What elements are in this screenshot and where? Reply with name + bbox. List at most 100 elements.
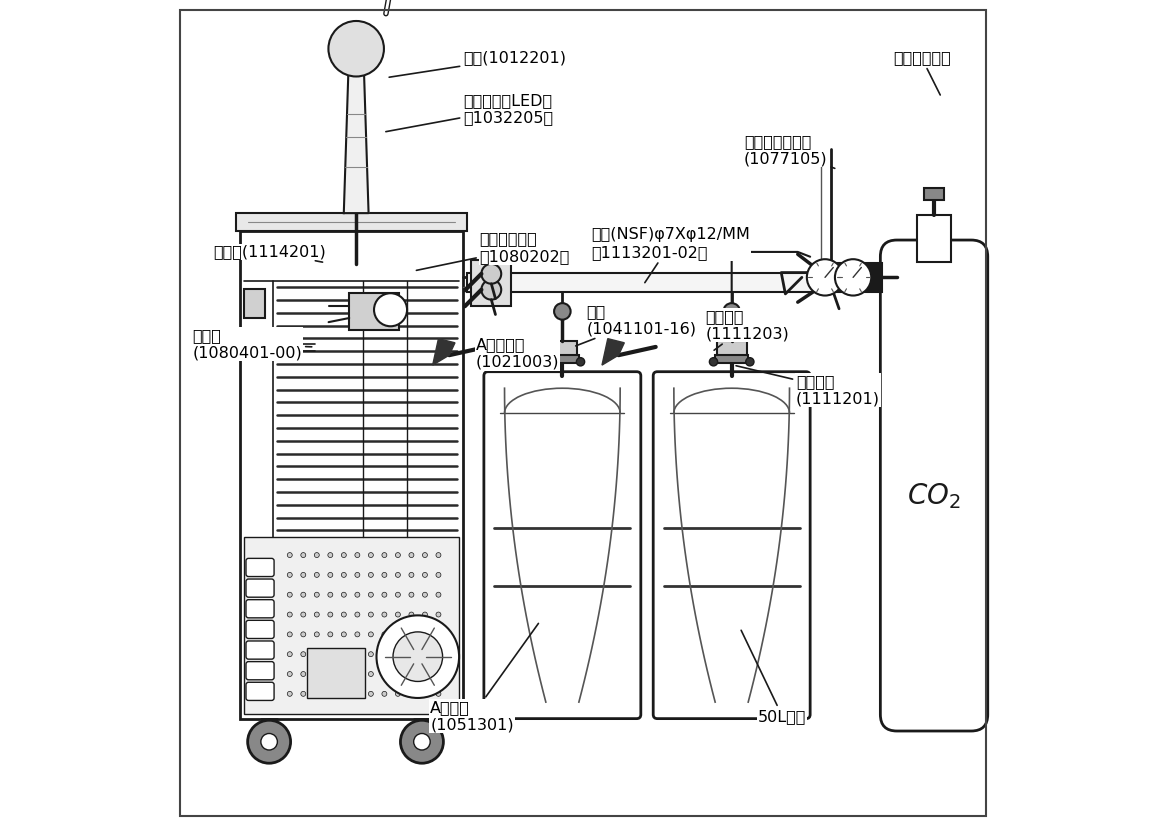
Circle shape — [354, 553, 360, 558]
Circle shape — [409, 632, 414, 637]
Bar — [240, 231, 463, 719]
Text: 二氧化碳气瓶: 二氧化碳气瓶 — [893, 50, 950, 95]
Circle shape — [247, 720, 290, 763]
Circle shape — [422, 553, 428, 558]
Circle shape — [328, 632, 332, 637]
Circle shape — [709, 358, 717, 366]
Circle shape — [301, 672, 305, 676]
Bar — [822, 263, 881, 292]
Circle shape — [301, 612, 305, 617]
Circle shape — [315, 553, 319, 558]
Circle shape — [540, 358, 548, 366]
Circle shape — [436, 632, 441, 637]
FancyBboxPatch shape — [484, 372, 641, 719]
Polygon shape — [433, 339, 455, 365]
Bar — [307, 648, 365, 698]
Text: 50L酒桶: 50L酒桶 — [742, 630, 807, 724]
Circle shape — [436, 652, 441, 657]
Circle shape — [395, 592, 400, 597]
Circle shape — [342, 592, 346, 597]
Circle shape — [301, 652, 305, 657]
FancyBboxPatch shape — [246, 558, 274, 577]
Circle shape — [395, 691, 400, 696]
Circle shape — [395, 553, 400, 558]
FancyBboxPatch shape — [246, 620, 274, 638]
Circle shape — [382, 553, 387, 558]
Text: 皮管(NSF)φ7Xφ12/MM
（1113201-02）: 皮管(NSF)φ7Xφ12/MM （1113201-02） — [591, 227, 750, 282]
Circle shape — [368, 572, 373, 577]
Circle shape — [382, 691, 387, 696]
Circle shape — [422, 652, 428, 657]
Bar — [468, 273, 827, 292]
Circle shape — [422, 691, 428, 696]
Text: A型酒矛
(1051301): A型酒矛 (1051301) — [430, 624, 539, 733]
Text: 两孔酒塔带LED灯
（1032205）: 两孔酒塔带LED灯 （1032205） — [386, 93, 554, 131]
Bar — [471, 260, 511, 306]
Circle shape — [342, 632, 346, 637]
Bar — [548, 341, 577, 359]
Circle shape — [436, 572, 441, 577]
FancyBboxPatch shape — [880, 240, 988, 731]
Circle shape — [807, 259, 843, 296]
Circle shape — [287, 691, 293, 696]
Circle shape — [436, 553, 441, 558]
Circle shape — [576, 358, 584, 366]
Circle shape — [328, 672, 332, 676]
Text: 滴酒盘(1114201): 滴酒盘(1114201) — [213, 244, 325, 262]
Circle shape — [409, 553, 414, 558]
FancyBboxPatch shape — [246, 662, 274, 680]
Text: 扎啤机不锈钢
（1080202）: 扎啤机不锈钢 （1080202） — [416, 231, 570, 270]
Circle shape — [315, 632, 319, 637]
Circle shape — [301, 553, 305, 558]
Text: 循环泵
(1080401-00): 循环泵 (1080401-00) — [192, 328, 311, 361]
Bar — [245, 537, 459, 714]
Circle shape — [301, 592, 305, 597]
Circle shape — [382, 612, 387, 617]
Circle shape — [377, 615, 459, 698]
Bar — [236, 213, 468, 231]
Circle shape — [328, 553, 332, 558]
Circle shape — [422, 632, 428, 637]
Circle shape — [287, 632, 293, 637]
Circle shape — [261, 733, 278, 750]
Circle shape — [287, 652, 293, 657]
Circle shape — [422, 672, 428, 676]
Circle shape — [329, 21, 384, 77]
Circle shape — [382, 672, 387, 676]
Bar — [717, 341, 746, 359]
Text: CO$_2$: CO$_2$ — [907, 481, 961, 510]
Circle shape — [328, 572, 332, 577]
Circle shape — [409, 691, 414, 696]
Circle shape — [409, 652, 414, 657]
Polygon shape — [602, 339, 624, 365]
Circle shape — [395, 672, 400, 676]
Circle shape — [342, 691, 346, 696]
Circle shape — [287, 572, 293, 577]
Circle shape — [382, 572, 387, 577]
Bar — [918, 215, 950, 262]
Circle shape — [368, 672, 373, 676]
FancyBboxPatch shape — [246, 682, 274, 700]
Circle shape — [554, 303, 570, 320]
Circle shape — [482, 280, 501, 300]
Polygon shape — [344, 60, 368, 213]
Circle shape — [482, 263, 501, 283]
Text: 二氧化碳减压阀
(1077105): 二氧化碳减压阀 (1077105) — [744, 134, 835, 169]
Circle shape — [342, 672, 346, 676]
Circle shape — [395, 632, 400, 637]
Circle shape — [368, 592, 373, 597]
Circle shape — [315, 672, 319, 676]
Circle shape — [395, 572, 400, 577]
Circle shape — [342, 612, 346, 617]
Text: 龙头(1012201): 龙头(1012201) — [389, 50, 567, 77]
Text: 卡箍
(1041101-16): 卡箍 (1041101-16) — [576, 304, 696, 346]
FancyBboxPatch shape — [246, 600, 274, 618]
Circle shape — [328, 592, 332, 597]
Circle shape — [436, 612, 441, 617]
Circle shape — [328, 652, 332, 657]
Circle shape — [315, 592, 319, 597]
Circle shape — [393, 632, 443, 681]
Circle shape — [409, 592, 414, 597]
Circle shape — [368, 553, 373, 558]
Circle shape — [301, 632, 305, 637]
